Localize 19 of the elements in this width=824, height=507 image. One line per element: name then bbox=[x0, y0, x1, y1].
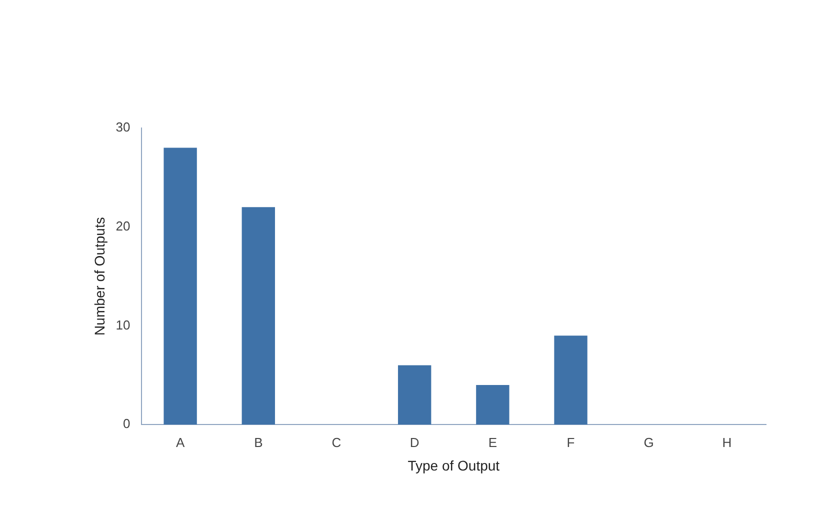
y-axis-title: Number of Outputs bbox=[91, 217, 108, 336]
x-tick-label: A bbox=[176, 434, 185, 450]
x-tick-label: B bbox=[254, 434, 263, 450]
bar bbox=[476, 385, 510, 425]
x-tick-label: D bbox=[410, 434, 420, 450]
bar bbox=[554, 336, 588, 425]
x-tick-label: C bbox=[332, 434, 342, 450]
bar bbox=[398, 365, 432, 425]
x-tick-label: E bbox=[488, 434, 498, 450]
x-tick-label: F bbox=[566, 434, 575, 450]
x-axis-title: Type of Output bbox=[408, 457, 500, 474]
x-tick-label: G bbox=[644, 434, 654, 450]
y-tick-label: 30 bbox=[116, 120, 130, 135]
bar bbox=[242, 207, 275, 425]
x-tick-label: H bbox=[722, 434, 732, 450]
y-tick-label: 10 bbox=[116, 317, 130, 332]
bar bbox=[164, 148, 197, 425]
y-tick-label: 0 bbox=[123, 416, 130, 432]
y-tick-label: 20 bbox=[116, 218, 130, 234]
